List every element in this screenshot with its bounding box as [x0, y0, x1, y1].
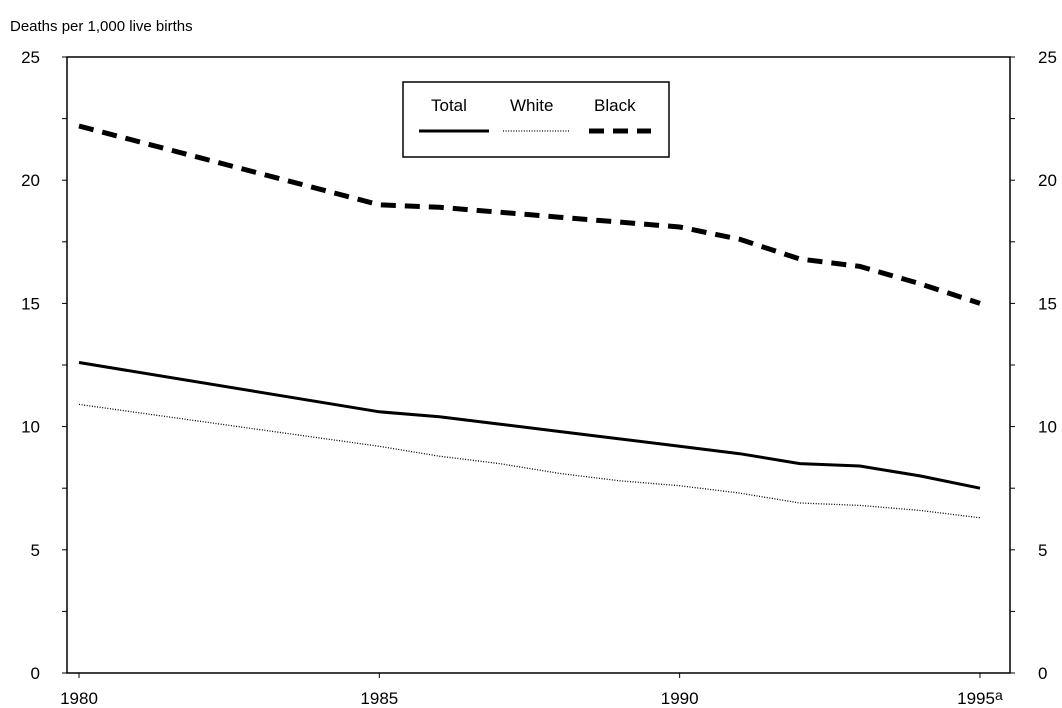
y-tick-label-left: 5 [31, 541, 40, 560]
x-tick-label: 1995a [957, 687, 1003, 708]
y-tick-label-left: 20 [21, 171, 40, 190]
legend-box [402, 81, 670, 158]
right-y-axis: 0 5 10 15 20 25 [1010, 48, 1057, 683]
y-tick-label-left: 25 [21, 48, 40, 67]
x-tick-label: 1990 [661, 689, 699, 708]
y-tick-label-left: 10 [21, 418, 40, 437]
series-line-total [78, 361, 981, 490]
x-axis: 1980 1985 1990 1995a [60, 673, 1003, 708]
x-tick-footnote-marker: a [995, 687, 1003, 703]
x-tick-label: 1985 [360, 689, 398, 708]
y-tick-label-left: 15 [21, 294, 40, 313]
y-tick-label-right: 15 [1038, 294, 1057, 313]
y-tick-label-right: 10 [1038, 418, 1057, 437]
x-tick-label: 1980 [60, 689, 98, 708]
y-tick-label-right: 20 [1038, 171, 1057, 190]
y-tick-label-right: 0 [1038, 664, 1047, 683]
series-line-black [78, 123, 981, 306]
y-tick-label-right: 5 [1038, 541, 1047, 560]
y-tick-label-right: 25 [1038, 48, 1057, 67]
left-y-axis: 0 5 10 15 20 25 [21, 48, 67, 683]
legend-label-white: White [510, 96, 553, 115]
legend-label-black: Black [594, 96, 636, 115]
legend: Total White Black [402, 81, 670, 158]
y-axis-title: Deaths per 1,000 live births [10, 18, 193, 35]
legend-label-total: Total [431, 96, 467, 115]
y-tick-label-left: 0 [31, 664, 40, 683]
series-layer [78, 123, 981, 519]
series-line-white [78, 403, 981, 519]
